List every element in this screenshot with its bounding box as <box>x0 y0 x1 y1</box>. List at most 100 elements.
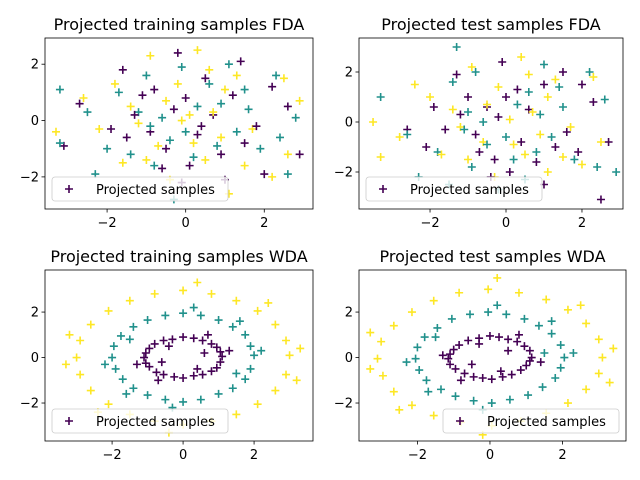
data-point-class-2 <box>369 118 378 126</box>
data-point-class-2 <box>551 75 560 84</box>
data-point-class-1 <box>556 363 565 372</box>
legend: Projected samples <box>51 176 229 202</box>
subplot-3: −2 0 2 −2 0 2 Projected training samples WDA Pr… <box>20 247 314 463</box>
data-point-class-2 <box>429 296 438 305</box>
data-point-class-2 <box>193 46 202 55</box>
data-point-class-1 <box>100 360 109 369</box>
data-point-class-2 <box>563 399 572 408</box>
x-tick-label: −2 <box>98 216 117 231</box>
data-point-class-0 <box>551 143 560 151</box>
data-point-class-2 <box>566 123 575 131</box>
data-point-class-1 <box>146 122 155 131</box>
data-point-class-1 <box>224 60 233 69</box>
data-point-class-0 <box>513 85 522 94</box>
data-point-class-1 <box>447 314 456 323</box>
data-point-class-2 <box>543 93 552 101</box>
data-point-class-0 <box>225 346 234 355</box>
data-point-class-1 <box>217 99 226 108</box>
data-point-class-0 <box>240 139 249 148</box>
data-point-class-0 <box>159 336 168 345</box>
data-point-class-1 <box>111 364 120 373</box>
data-point-class-2 <box>95 124 104 133</box>
data-point-class-1 <box>232 369 241 378</box>
data-point-class-1 <box>431 333 440 342</box>
data-point-class-1 <box>558 103 567 111</box>
data-point-class-0 <box>460 369 469 378</box>
data-point-class-2 <box>146 51 155 60</box>
data-point-class-2 <box>296 344 305 353</box>
data-point-class-2 <box>154 141 163 150</box>
data-point-class-1 <box>283 170 292 179</box>
data-point-class-0 <box>193 364 202 373</box>
legend-box <box>51 408 229 434</box>
data-point-class-2 <box>389 321 398 330</box>
data-point-class-1 <box>83 108 92 117</box>
legend-label: Projected samples <box>96 415 215 430</box>
data-point-class-0 <box>475 339 484 348</box>
data-point-class-1 <box>502 133 511 141</box>
data-point-class-2 <box>407 308 416 317</box>
legend-label: Projected samples <box>487 415 606 430</box>
data-point-class-1 <box>415 366 424 375</box>
data-point-class-1 <box>547 329 556 338</box>
x-tick-label: 2 <box>260 216 268 231</box>
data-point-class-0 <box>471 130 480 139</box>
legend-marker <box>65 185 73 193</box>
data-point-class-1 <box>241 375 250 384</box>
data-point-class-2 <box>282 370 291 379</box>
data-point-class-0 <box>140 353 149 362</box>
data-point-class-1 <box>205 79 214 88</box>
data-point-class-0 <box>201 74 210 83</box>
data-point-class-1 <box>250 351 259 360</box>
data-point-class-1 <box>551 374 560 383</box>
data-point-class-1 <box>179 309 188 318</box>
data-point-class-2 <box>609 344 618 353</box>
data-point-class-1 <box>114 88 123 97</box>
data-point-class-1 <box>520 314 529 323</box>
data-point-class-2 <box>483 100 492 109</box>
data-point-class-1 <box>177 63 186 72</box>
data-point-class-1 <box>570 155 579 164</box>
legend-box <box>51 176 229 202</box>
data-point-class-1 <box>585 68 594 76</box>
data-point-class-1 <box>232 127 241 136</box>
data-point-class-2 <box>528 108 537 116</box>
data-point-class-1 <box>452 43 461 51</box>
data-point-class-0 <box>539 80 548 89</box>
data-point-class-1 <box>534 321 543 330</box>
data-point-class-0 <box>487 375 496 384</box>
data-point-class-1 <box>158 113 167 122</box>
data-point-class-2 <box>366 364 375 373</box>
data-point-class-2 <box>376 153 385 161</box>
data-point-class-2 <box>220 85 229 94</box>
data-point-class-0 <box>150 85 159 94</box>
data-point-class-0 <box>169 105 178 114</box>
data-point-class-1 <box>240 85 249 94</box>
y-tick-label: 0 <box>345 351 353 366</box>
data-point-class-1 <box>376 93 385 101</box>
data-point-class-0 <box>295 150 304 159</box>
x-tick-label: 0 <box>502 216 510 231</box>
subplot-title: Projected test samples FDA <box>381 15 600 34</box>
subplot-title: Projected training samples FDA <box>54 15 305 34</box>
data-point-class-1 <box>161 395 170 404</box>
data-point-class-1 <box>189 303 198 312</box>
data-point-class-0 <box>162 144 171 153</box>
data-point-class-0 <box>504 346 513 355</box>
data-point-class-1 <box>109 342 118 351</box>
data-point-class-0 <box>452 70 461 79</box>
legend: Projected samples <box>365 176 543 202</box>
data-point-class-0 <box>141 348 150 357</box>
data-point-class-2 <box>142 155 151 164</box>
data-point-class-0 <box>197 122 206 131</box>
data-point-class-2 <box>467 63 476 71</box>
data-point-class-0 <box>464 93 473 101</box>
data-point-class-2 <box>520 150 529 159</box>
data-point-class-2 <box>509 140 518 149</box>
data-point-class-0 <box>200 348 209 357</box>
x-tick-label: 0 <box>486 448 494 463</box>
data-point-class-1 <box>540 348 549 357</box>
data-point-class-2 <box>173 79 182 88</box>
data-point-class-0 <box>179 333 188 342</box>
